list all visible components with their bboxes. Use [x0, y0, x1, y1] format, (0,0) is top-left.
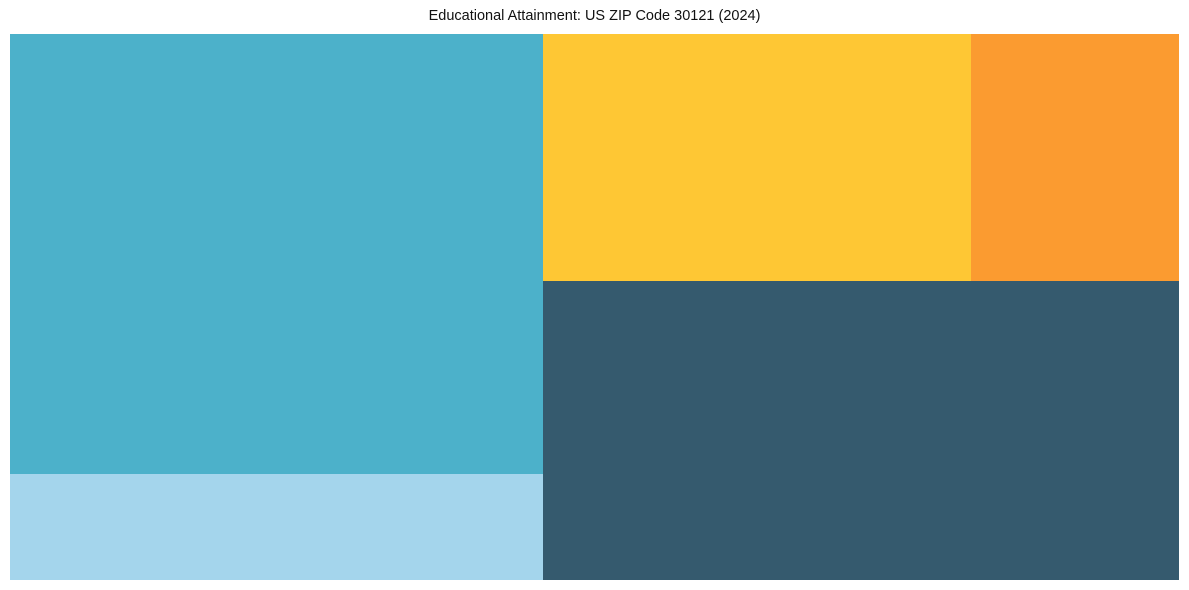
treemap-tile[interactable] [10, 474, 543, 580]
treemap-tile[interactable] [971, 34, 1179, 281]
treemap-plot-area [10, 34, 1179, 580]
treemap-tile[interactable] [543, 281, 1179, 580]
treemap-tile[interactable] [543, 34, 971, 281]
chart-title: Educational Attainment: US ZIP Code 3012… [428, 8, 761, 24]
treemap-tile[interactable] [10, 34, 543, 474]
